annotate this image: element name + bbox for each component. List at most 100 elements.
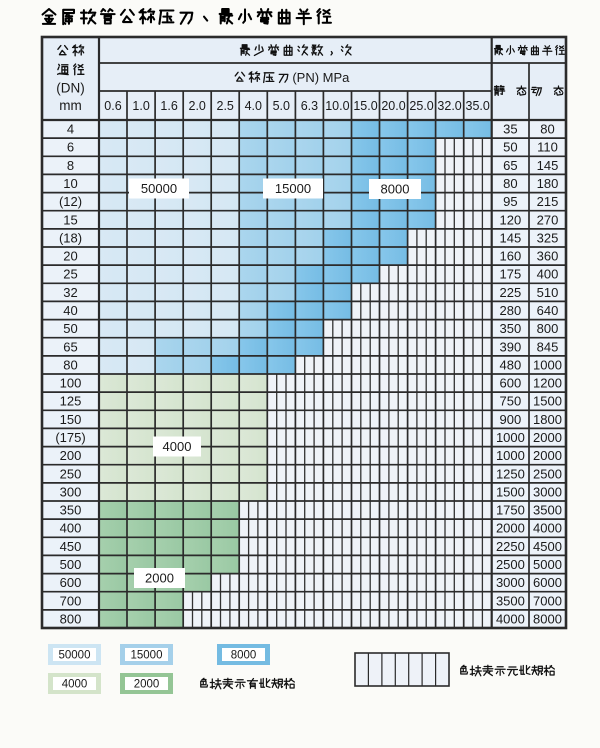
svg-text:4.0: 4.0 <box>245 99 262 113</box>
svg-text:360: 360 <box>537 249 559 264</box>
svg-text:1800: 1800 <box>533 412 562 427</box>
svg-text:20.0: 20.0 <box>381 99 405 113</box>
svg-text:2000: 2000 <box>134 679 160 691</box>
svg-text:390: 390 <box>500 339 522 354</box>
svg-text:4000: 4000 <box>163 439 192 454</box>
svg-text:2000: 2000 <box>533 448 562 463</box>
svg-text:750: 750 <box>500 394 522 409</box>
svg-text:300: 300 <box>60 484 82 499</box>
svg-text:4000: 4000 <box>496 611 525 626</box>
svg-text:1000: 1000 <box>496 448 525 463</box>
svg-text:3500: 3500 <box>533 503 562 518</box>
svg-text:0.6: 0.6 <box>104 99 121 113</box>
svg-text:120: 120 <box>500 212 522 227</box>
svg-text:20: 20 <box>63 249 77 264</box>
svg-text:7000: 7000 <box>533 593 562 608</box>
svg-text:600: 600 <box>60 575 82 590</box>
svg-text:50: 50 <box>63 321 77 336</box>
svg-text:8000: 8000 <box>381 182 410 197</box>
svg-text:65: 65 <box>503 158 517 173</box>
svg-text:480: 480 <box>500 357 522 372</box>
svg-text:8: 8 <box>67 158 74 173</box>
svg-text:6.3: 6.3 <box>301 99 318 113</box>
svg-text:3000: 3000 <box>533 484 562 499</box>
svg-text:145: 145 <box>500 230 522 245</box>
svg-text:50: 50 <box>503 140 517 155</box>
svg-text:145: 145 <box>537 158 559 173</box>
svg-text:mm: mm <box>59 98 82 113</box>
svg-text:(12): (12) <box>59 194 82 209</box>
svg-text:35.0: 35.0 <box>466 99 490 113</box>
svg-text:640: 640 <box>537 303 559 318</box>
svg-text:2000: 2000 <box>533 430 562 445</box>
svg-text:900: 900 <box>500 412 522 427</box>
svg-text:800: 800 <box>537 321 559 336</box>
svg-text:4: 4 <box>67 122 74 137</box>
svg-text:(PN) MPa: (PN) MPa <box>292 70 350 85</box>
svg-text:(175): (175) <box>55 430 85 445</box>
svg-text:500: 500 <box>60 557 82 572</box>
svg-text:(DN): (DN) <box>56 81 85 96</box>
svg-text:1.6: 1.6 <box>160 99 177 113</box>
svg-text:110: 110 <box>537 140 558 155</box>
svg-text:2.0: 2.0 <box>189 99 206 113</box>
svg-text:1500: 1500 <box>496 484 525 499</box>
svg-text:100: 100 <box>60 376 82 391</box>
svg-text:4000: 4000 <box>62 679 88 691</box>
svg-text:125: 125 <box>60 394 82 409</box>
svg-text:1000: 1000 <box>496 430 525 445</box>
svg-text:150: 150 <box>60 412 82 427</box>
svg-text:1200: 1200 <box>533 376 562 391</box>
svg-text:1.0: 1.0 <box>132 99 149 113</box>
svg-text:400: 400 <box>60 521 82 536</box>
svg-text:10: 10 <box>63 176 77 191</box>
svg-text:3000: 3000 <box>496 575 525 590</box>
svg-text:5.0: 5.0 <box>273 99 290 113</box>
svg-text:40: 40 <box>63 303 77 318</box>
svg-text:270: 270 <box>537 212 559 227</box>
svg-text:5000: 5000 <box>533 557 562 572</box>
svg-text:25: 25 <box>63 267 77 282</box>
svg-text:6000: 6000 <box>533 575 562 590</box>
svg-text:95: 95 <box>503 194 517 209</box>
svg-text:350: 350 <box>500 321 522 336</box>
svg-text:845: 845 <box>537 339 559 354</box>
svg-text:65: 65 <box>63 339 77 354</box>
svg-text:10.0: 10.0 <box>325 99 349 113</box>
svg-text:8000: 8000 <box>533 611 562 626</box>
svg-text:1500: 1500 <box>533 394 562 409</box>
svg-text:80: 80 <box>540 122 554 137</box>
svg-text:250: 250 <box>60 466 82 481</box>
svg-text:8000: 8000 <box>231 650 257 662</box>
svg-text:200: 200 <box>60 448 82 463</box>
svg-text:180: 180 <box>537 176 559 191</box>
svg-text:2500: 2500 <box>496 557 525 572</box>
svg-text:160: 160 <box>500 249 522 264</box>
svg-text:6: 6 <box>67 140 74 155</box>
svg-text:225: 225 <box>500 285 522 300</box>
svg-text:325: 325 <box>537 230 559 245</box>
svg-text:50000: 50000 <box>141 181 177 196</box>
svg-text:15: 15 <box>63 212 77 227</box>
svg-text:2.5: 2.5 <box>217 99 234 113</box>
svg-text:80: 80 <box>63 357 77 372</box>
svg-text:15000: 15000 <box>131 650 163 662</box>
svg-text:32.0: 32.0 <box>437 99 461 113</box>
svg-text:80: 80 <box>503 176 517 191</box>
svg-text:25.0: 25.0 <box>409 99 433 113</box>
svg-text:700: 700 <box>60 593 82 608</box>
svg-text:(18): (18) <box>59 230 82 245</box>
svg-text:1000: 1000 <box>533 357 562 372</box>
svg-text:2250: 2250 <box>496 539 525 554</box>
svg-text:32: 32 <box>63 285 77 300</box>
svg-text:215: 215 <box>537 194 559 209</box>
svg-text:175: 175 <box>500 267 522 282</box>
svg-text:2000: 2000 <box>496 521 525 536</box>
svg-text:1250: 1250 <box>496 466 525 481</box>
svg-text:4000: 4000 <box>533 521 562 536</box>
svg-text:2000: 2000 <box>145 571 174 586</box>
svg-text:2500: 2500 <box>533 466 562 481</box>
svg-text:3500: 3500 <box>496 593 525 608</box>
svg-text:800: 800 <box>60 611 82 626</box>
svg-text:1750: 1750 <box>496 503 525 518</box>
